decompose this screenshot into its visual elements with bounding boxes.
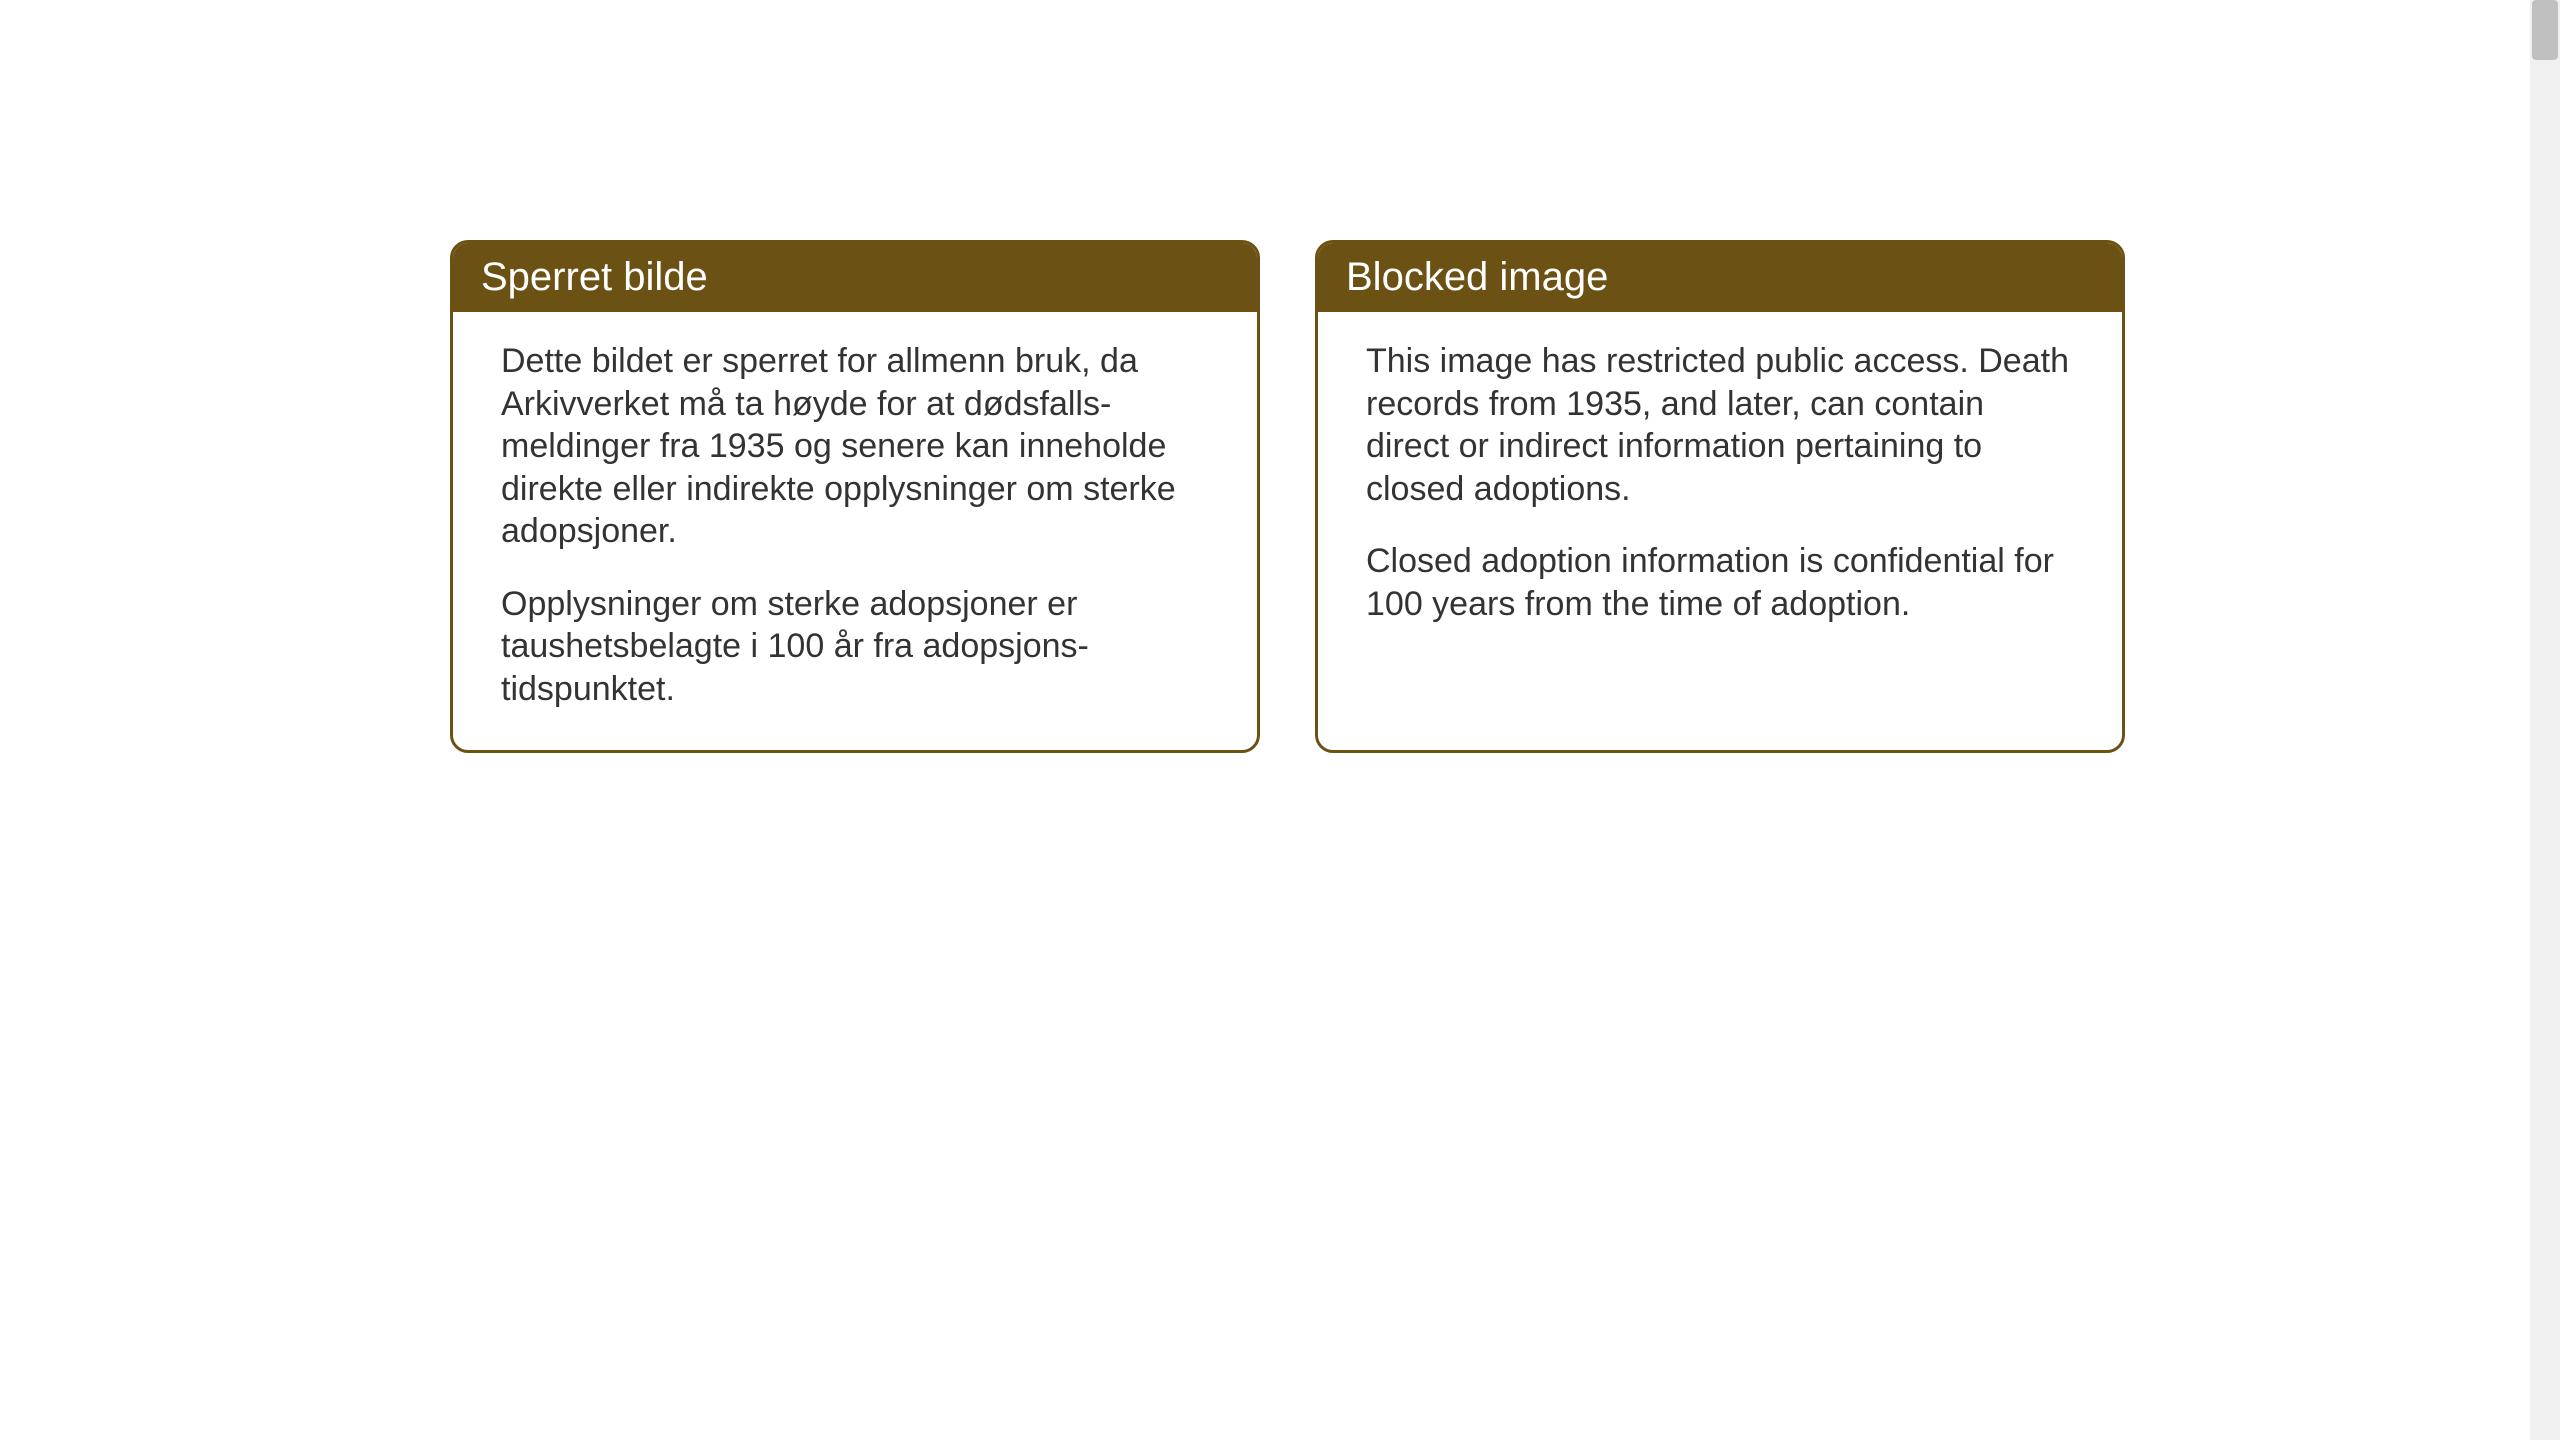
cards-container: Sperret bilde Dette bildet er sperret fo… <box>0 0 2560 753</box>
notice-paragraph-1-norwegian: Dette bildet er sperret for allmenn bruk… <box>501 340 1209 553</box>
vertical-scrollbar[interactable] <box>2530 0 2560 1440</box>
notice-body-english: This image has restricted public access.… <box>1318 312 2122 665</box>
notice-header-norwegian: Sperret bilde <box>453 243 1257 312</box>
notice-header-english: Blocked image <box>1318 243 2122 312</box>
notice-card-english: Blocked image This image has restricted … <box>1315 240 2125 753</box>
notice-card-norwegian: Sperret bilde Dette bildet er sperret fo… <box>450 240 1260 753</box>
scrollbar-thumb[interactable] <box>2532 0 2558 60</box>
notice-paragraph-1-english: This image has restricted public access.… <box>1366 340 2074 510</box>
notice-paragraph-2-norwegian: Opplysninger om sterke adopsjoner er tau… <box>501 583 1209 711</box>
notice-body-norwegian: Dette bildet er sperret for allmenn bruk… <box>453 312 1257 750</box>
notice-paragraph-2-english: Closed adoption information is confident… <box>1366 540 2074 625</box>
